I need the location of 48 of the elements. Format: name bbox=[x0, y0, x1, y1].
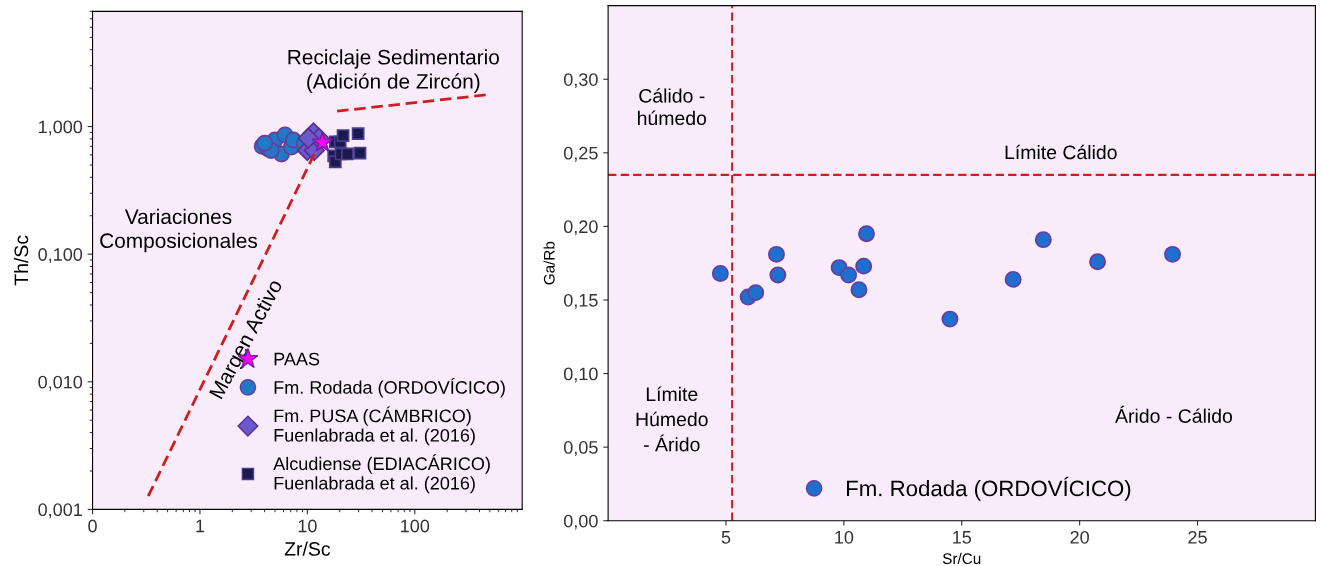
legend-label: Fm. Rodada (ORDOVÍCICO) bbox=[274, 378, 505, 398]
point bbox=[769, 266, 787, 284]
point bbox=[711, 265, 729, 282]
x-axis-title: Sr/Cu bbox=[942, 552, 981, 565]
annotation: Reciclaje Sedimentario (Adición de Zircón) bbox=[288, 49, 499, 93]
y-axis-title: Ga/Rb bbox=[543, 241, 555, 285]
y-axis-title: Th/Sc bbox=[13, 235, 29, 286]
y-tick-label: 0,20 bbox=[563, 220, 598, 236]
x-tick-label: 10 bbox=[835, 530, 854, 544]
y-tick-label: 0,30 bbox=[563, 73, 598, 89]
point bbox=[767, 245, 785, 263]
point bbox=[1089, 253, 1107, 271]
x-tick-label: 0 bbox=[88, 519, 97, 533]
x-axis-title: Zr/Sc bbox=[284, 541, 331, 556]
point bbox=[1164, 245, 1181, 263]
point bbox=[855, 257, 873, 275]
y-tick-label: 1,000 bbox=[39, 120, 83, 136]
ref-line-label: Límite Húmedo - Árido bbox=[636, 386, 708, 452]
legend-label: PAAS bbox=[274, 352, 320, 366]
point bbox=[747, 284, 765, 302]
point bbox=[840, 266, 858, 284]
point bbox=[1004, 270, 1022, 288]
y-tick-label: 0,100 bbox=[38, 248, 83, 264]
y-tick-label: 0,25 bbox=[563, 146, 598, 162]
x-tick-label: 20 bbox=[1070, 530, 1089, 544]
x-tick-label: 25 bbox=[1188, 530, 1207, 544]
x-tick-label: 1 bbox=[196, 519, 205, 533]
y-tick-label: 0,00 bbox=[563, 514, 598, 530]
legend-label: Fm. Rodada (ORDOVÍCICO) bbox=[847, 476, 1131, 501]
y-tick-label: 0,010 bbox=[38, 375, 83, 391]
x-tick-label: 100 bbox=[401, 519, 430, 533]
legend-label: Alcudiense (EDIACÁRICO) Fuenlabrada et al. (2016) bbox=[273, 454, 490, 494]
y-tick-label: 0,05 bbox=[563, 441, 598, 456]
point bbox=[850, 281, 868, 299]
y-tick-label: 0,10 bbox=[563, 367, 598, 383]
legend-label: Fm. PUSA (CÁMBRICO) Fuenlabrada et al. (2016) bbox=[274, 406, 475, 446]
y-tick-label: 0,15 bbox=[563, 293, 598, 309]
x-tick-label: 5 bbox=[721, 531, 731, 544]
point bbox=[1034, 231, 1052, 249]
annotation: Variaciones Composicionales bbox=[100, 208, 258, 253]
x-tick-label: 10 bbox=[298, 519, 317, 533]
point bbox=[858, 225, 875, 243]
ref-line-label: Límite Cálido bbox=[1005, 144, 1117, 160]
point bbox=[941, 310, 959, 328]
x-tick-label: 15 bbox=[953, 531, 972, 544]
y-tick-label: 0,001 bbox=[38, 503, 82, 519]
annotation: Cálido - húmedo bbox=[637, 88, 707, 126]
annotation: Árido - Cálido bbox=[1115, 405, 1233, 423]
